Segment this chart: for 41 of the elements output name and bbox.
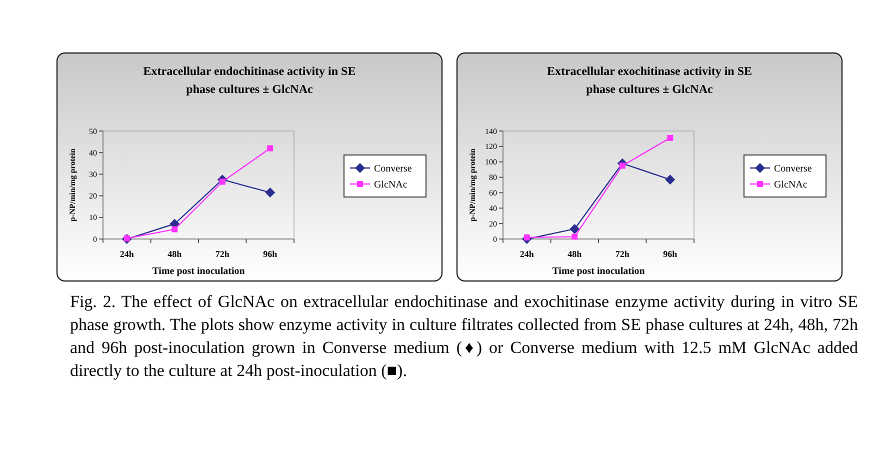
x-tick-label: 96h [263,249,278,259]
x-tick-label: 24h [520,249,534,259]
point [667,134,674,141]
y-tick-label: 30 [89,170,97,179]
chart-title: Extracellular endochitinase activity in SE phase cultures ± GlcNAc [143,64,356,96]
y-tick-label: 0 [93,234,97,244]
x-tick-label: 48h [168,249,182,259]
y-tick-label: 0 [493,234,497,244]
point [619,162,626,169]
y-tick-label: 80 [489,173,497,182]
point [172,226,178,232]
x-tick-label: 48h [568,249,582,259]
y-tick-label: 20 [89,192,97,201]
x-tick-label: 72h [615,249,630,259]
y-tick-label: 50 [89,126,97,136]
x-tick-label: 24h [120,249,134,259]
legend-label: GlcNAc [374,180,408,190]
caption: Fig. 2. The effect of GlcNAc on extracellular endochitinase and exochitinase enzyme activity during in vitro SE phase growth. The plots show enzyme activity in culture filtrates collected from SE phase cultures at 24h, 48h, 72h and 96h post-inoculation grown in Converse medium (♦) or Converse medium with 12.5 mM GlcNAc added directly to the culture at 24h post-inoculation (■). [70,291,858,382]
y-tick-label: 100 [485,158,497,167]
chart-title: Extracellular exochitinase activity in SE phase cultures ± GlcNAc [546,64,752,96]
legend-label: Converse [374,164,412,174]
x-tick-label: 96h [663,249,678,259]
point [265,188,276,198]
y-tick-label: 140 [485,126,497,136]
point [267,145,274,152]
y-tick-label: 40 [489,204,497,213]
y-axis-title: p-NP/min/mg protein [468,148,477,222]
x-axis-title: Time post inoculation [552,266,646,277]
point [570,224,580,234]
y-tick-label: 40 [89,148,97,158]
y-tick-label: 10 [89,213,97,222]
point [665,174,676,185]
y-tick-label: 20 [489,219,497,228]
legend-label: GlcNAc [774,180,808,190]
point [572,234,578,240]
y-tick-label: 60 [489,188,497,198]
y-axis-title: p-NP/min/mg protein [68,148,77,222]
legend-label: Converse [774,164,812,174]
y-tick-label: 120 [485,142,497,152]
x-axis-title: Time post inoculation [152,266,246,277]
x-tick-label: 72h [215,249,230,259]
